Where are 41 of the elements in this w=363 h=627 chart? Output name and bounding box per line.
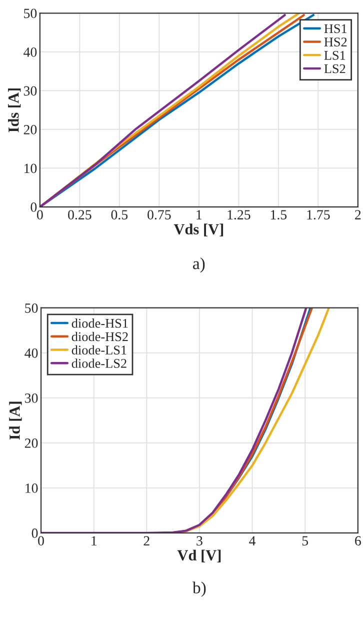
legend-label: HS1 xyxy=(324,24,347,34)
y-tick-label: 50 xyxy=(25,303,38,313)
x-tick-label: 1.75 xyxy=(307,210,330,220)
legend-label: diode-LS2 xyxy=(72,358,126,368)
x-axis-title: Vd [V] xyxy=(177,550,221,562)
y-axis-title: Id [A] xyxy=(9,402,22,440)
y-tick-label: 0 xyxy=(32,528,38,538)
legend-label: LS1 xyxy=(324,50,346,60)
x-tick-label: 0.25 xyxy=(68,210,92,220)
legend-label: diode-HS1 xyxy=(72,318,128,328)
x-tick-label: 1 xyxy=(196,210,202,220)
x-tick-label: 2 xyxy=(144,536,150,546)
legend-label: diode-HS2 xyxy=(72,332,128,342)
y-tick-label: 30 xyxy=(25,393,38,403)
y-tick-label: 50 xyxy=(24,8,37,18)
y-tick-label: 0 xyxy=(30,202,37,212)
x-tick-label: 0 xyxy=(38,536,44,546)
legend-label: LS2 xyxy=(324,64,346,74)
x-tick-label: 5 xyxy=(302,536,308,546)
legend-label: diode-LS1 xyxy=(72,345,126,355)
x-tick-label: 3 xyxy=(196,536,202,546)
text: b) xyxy=(192,582,206,597)
y-tick-label: 10 xyxy=(26,484,38,493)
y-axis-title: Ids [A] xyxy=(8,88,21,132)
y-tick-label: 40 xyxy=(24,348,38,358)
text: a) xyxy=(193,257,205,273)
y-tick-label: 20 xyxy=(24,124,37,134)
x-tick-label: 2 xyxy=(355,210,361,220)
x-tick-label: 1 xyxy=(92,536,96,546)
y-tick-label: 20 xyxy=(24,438,38,448)
x-axis-title: Vds [V] xyxy=(174,224,224,236)
x-tick-label: 0.5 xyxy=(111,210,128,220)
x-tick-label: 1.5 xyxy=(270,210,287,220)
y-tick-label: 30 xyxy=(24,86,37,96)
y-tick-label: 40 xyxy=(24,48,37,57)
x-tick-label: 0.75 xyxy=(148,210,171,220)
x-tick-label: 6 xyxy=(355,536,361,546)
legend-label: HS2 xyxy=(324,38,347,46)
x-tick-label: 4 xyxy=(249,536,256,546)
x-tick-label: 1.25 xyxy=(228,210,250,220)
y-tick-label: 10 xyxy=(24,164,37,174)
